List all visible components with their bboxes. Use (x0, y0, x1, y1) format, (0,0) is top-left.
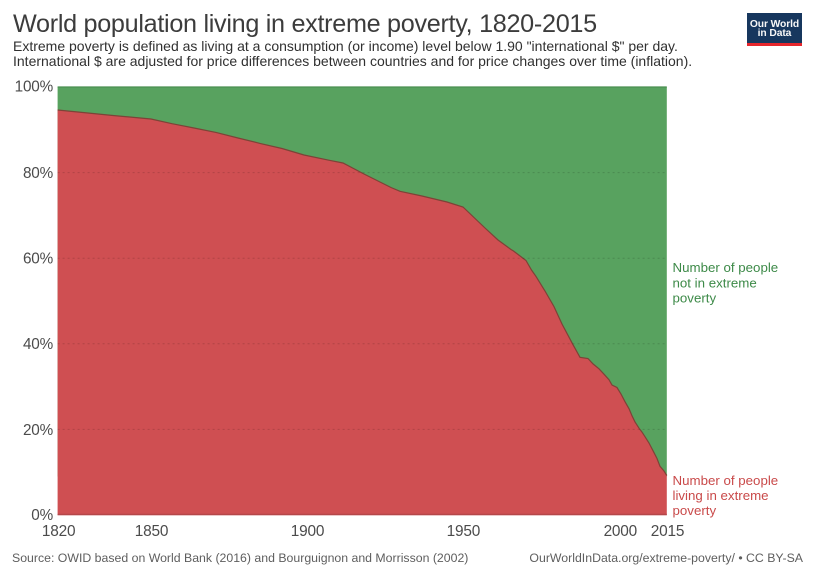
svg-text:100%: 100% (15, 78, 54, 95)
svg-text:0%: 0% (31, 507, 53, 524)
svg-text:Number of people: Number of people (673, 260, 779, 275)
svg-text:living in extreme: living in extreme (673, 488, 769, 503)
svg-text:Number of people: Number of people (673, 473, 779, 488)
svg-text:poverty: poverty (673, 503, 717, 518)
svg-text:60%: 60% (23, 251, 54, 268)
svg-text:2000: 2000 (604, 523, 637, 540)
svg-text:40%: 40% (23, 336, 54, 353)
svg-text:1850: 1850 (135, 523, 168, 540)
svg-text:poverty: poverty (673, 291, 717, 306)
svg-text:1950: 1950 (447, 523, 480, 540)
svg-text:2015: 2015 (651, 523, 684, 540)
svg-text:20%: 20% (23, 422, 54, 439)
svg-text:1820: 1820 (42, 523, 75, 540)
svg-text:1900: 1900 (291, 523, 324, 540)
svg-text:80%: 80% (23, 165, 54, 182)
svg-text:not in extreme: not in extreme (673, 275, 757, 290)
